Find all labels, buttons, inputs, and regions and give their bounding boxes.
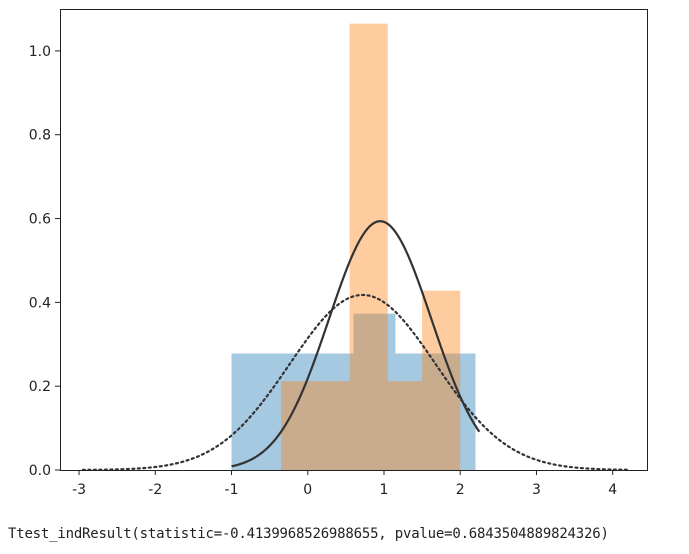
blue-histogram-bar [353,313,396,470]
y-tick-label: 0.2 [29,379,51,395]
x-tick-label: 2 [456,482,465,498]
y-tick-label: 0.8 [29,128,51,144]
blue-histogram-bar [395,353,476,470]
dotted-density-curve [81,293,630,471]
axes-frame [60,9,648,471]
density-curves [81,220,630,471]
x-tick-label: -3 [72,482,86,498]
x-tick-label: -1 [225,482,239,498]
x-tick-label: 0 [303,482,312,498]
orange-histogram-bar [387,381,423,470]
solid-density-curve [231,220,481,468]
x-tick-label: 4 [608,482,617,498]
y-tick-label: 0.0 [29,463,51,479]
x-axis: -3 -2 -1 0 1 2 3 4 [72,470,617,498]
y-tick-label: 1.0 [29,44,51,60]
y-tick-label: 0.6 [29,212,51,228]
histogram-bars [231,23,476,470]
x-tick-label: 1 [380,482,389,498]
y-axis: 0.0 0.2 0.4 0.6 0.8 1.0 [29,44,60,479]
x-tick-label: -2 [148,482,162,498]
x-tick-label: 3 [532,482,541,498]
y-tick-label: 0.4 [29,295,51,311]
orange-histogram-bar [281,381,350,470]
ttest-result-text: Ttest_indResult(statistic=-0.41399685269… [8,526,609,542]
